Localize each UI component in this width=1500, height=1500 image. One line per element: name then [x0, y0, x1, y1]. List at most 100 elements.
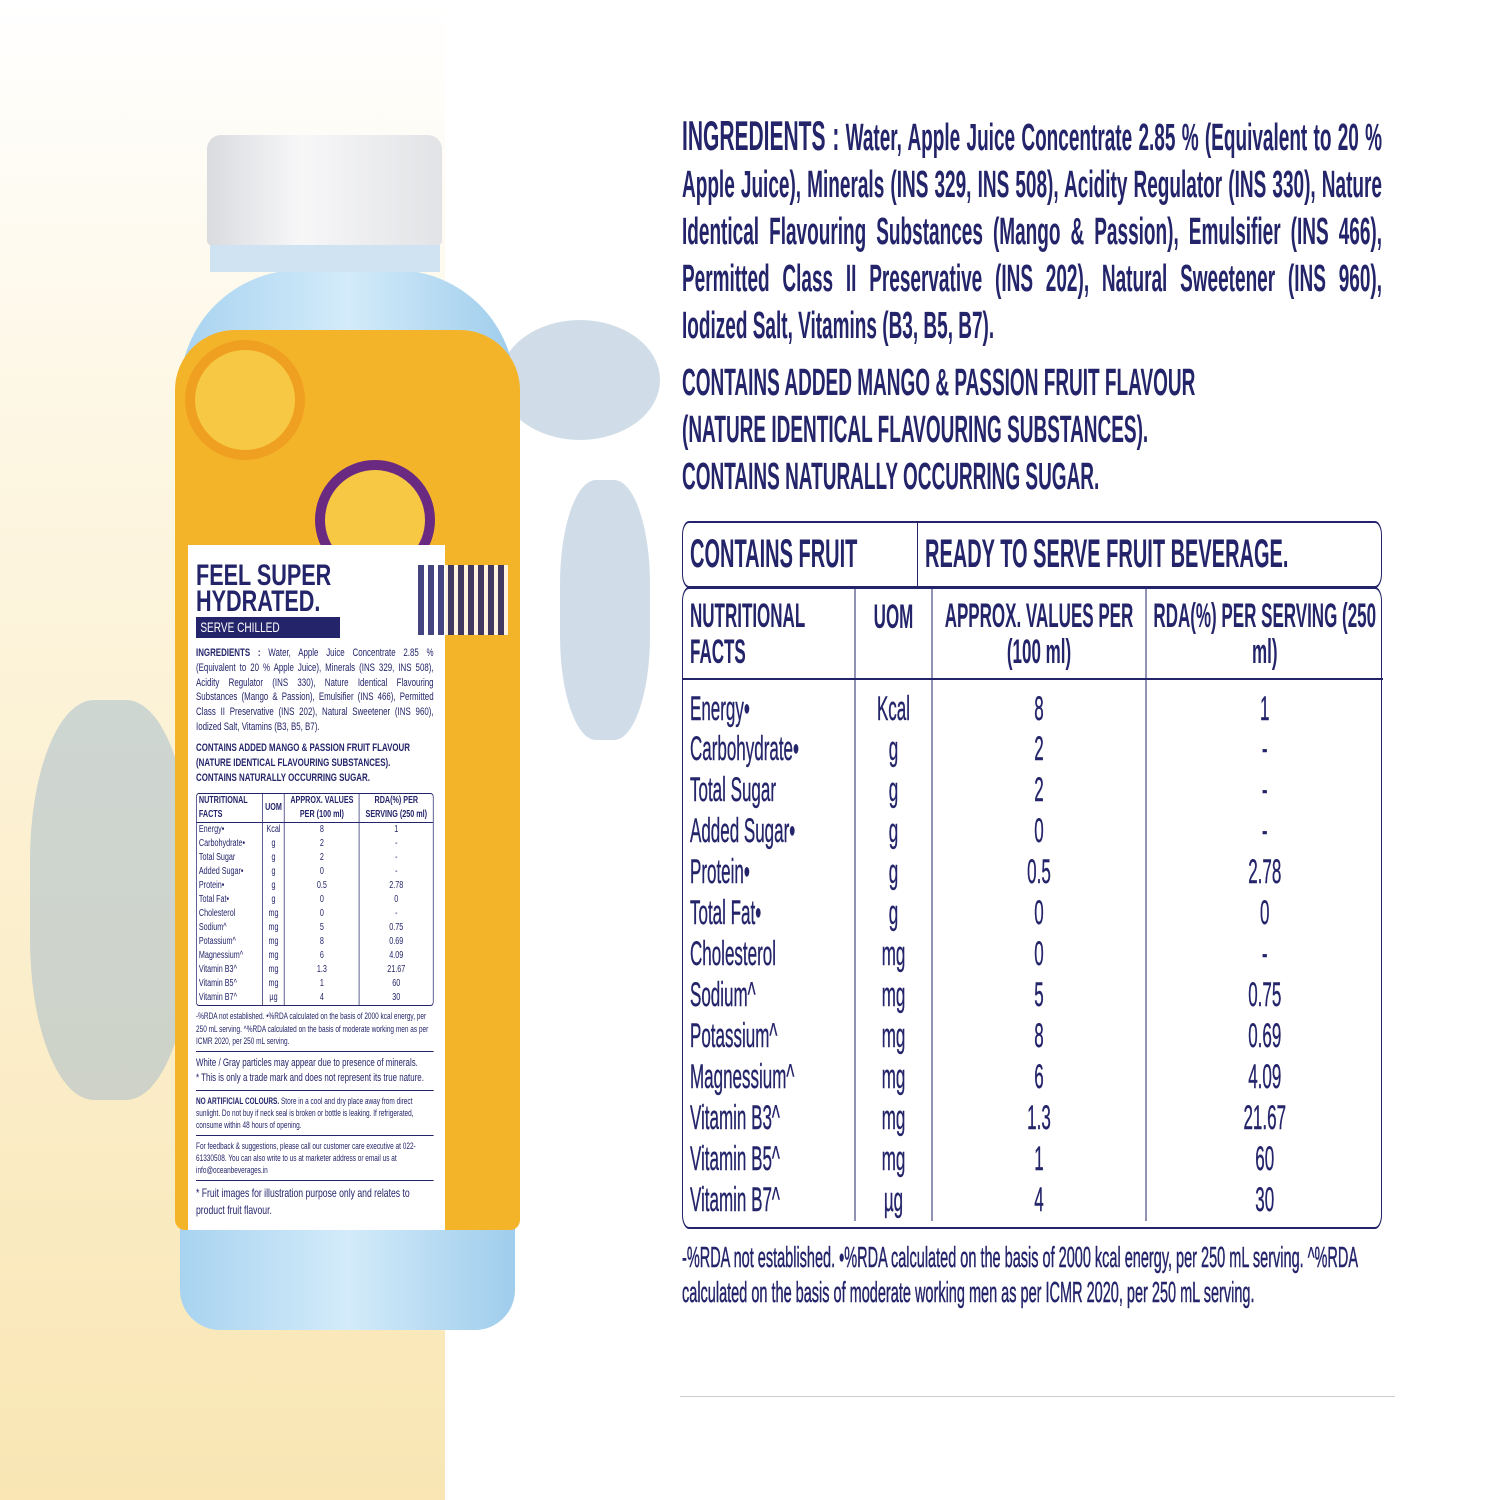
per-100ml-value: 8	[931, 1016, 1146, 1057]
nutrient-name: Total Sugar	[690, 771, 776, 809]
uom-cell: mg	[854, 1016, 932, 1057]
nutrient-name: Added Sugar•	[690, 812, 796, 850]
per-100ml-value: 8	[284, 935, 360, 950]
ingredients-heading: INGREDIENTS :	[682, 112, 840, 159]
storage-bold: NO ARTIFICIAL COLOURS.	[196, 1095, 280, 1106]
uom-cell: mg	[262, 907, 285, 922]
rda-value: 0.69	[358, 935, 433, 950]
per-100ml-value: 2	[931, 770, 1146, 811]
rda-value: 4.09	[1145, 1057, 1383, 1098]
nutrient-name: Total Fat•	[690, 894, 762, 932]
bottle-cap	[207, 135, 442, 245]
nutrient-name: Sodium^	[690, 976, 756, 1014]
per-100ml-value: 5	[931, 975, 1146, 1016]
label-contains-3: CONTAINS NATURALLY OCCURRING SUGAR.	[196, 771, 370, 784]
uom-cell: g	[854, 729, 932, 770]
table-row: Protein• g 0.5 2.78	[683, 852, 1383, 893]
back-label: FEEL SUPER HYDRATED. SERVE CHILLED INGRE…	[188, 545, 508, 1230]
rda-value: -	[1145, 770, 1383, 811]
uom-cell: Kcal	[854, 679, 932, 729]
per-100ml-value: 2	[284, 837, 360, 852]
per-100ml-value: 0	[931, 811, 1146, 852]
label-note: White / Gray particles may appear due to…	[196, 1056, 418, 1069]
rda-value: 1	[358, 822, 433, 838]
label-feedback: For feedback & suggestions, please call …	[196, 1141, 416, 1176]
nutrition-table: CONTAINS FRUIT READY TO SERVE FRUIT BEVE…	[682, 521, 1383, 1311]
nutrient-name: Magnessium^	[198, 950, 244, 962]
rda-value: 21.67	[1145, 1098, 1383, 1139]
rda-value: -	[358, 851, 433, 866]
table-row: Potassium^ mg 8 0.69	[197, 935, 433, 950]
uom-cell: g	[854, 852, 932, 893]
table-row: Total Fat• g 0 0	[197, 893, 433, 908]
nutrient-name: Cholesterol	[690, 935, 776, 973]
uom-cell: mg	[262, 977, 285, 992]
nutrient-name: Vitamin B3^	[690, 1099, 780, 1137]
uom-cell: Kcal	[262, 822, 285, 838]
label-contains-2: (NATURE IDENTICAL FLAVOURING SUBSTANCES)…	[196, 756, 391, 769]
label-ingredients: INGREDIENTS : Water, Apple Juice Concent…	[196, 646, 434, 735]
rda-value: 1	[1145, 679, 1383, 729]
uom-cell: mg	[854, 1098, 932, 1139]
qr-code-icon[interactable]	[418, 565, 508, 635]
table-row: Vitamin B3^ mg 1.3 21.67	[683, 1098, 1383, 1139]
per-100ml-value: 0	[931, 934, 1146, 975]
uom-cell: g	[854, 893, 932, 934]
nutrient-name: Energy•	[690, 690, 750, 728]
header-uom: UOM	[854, 589, 932, 680]
rda-value: -	[1145, 934, 1383, 975]
bottle-neck	[210, 242, 440, 272]
rda-footnote: -%RDA not established. •%RDA calculated …	[682, 1242, 1358, 1310]
table-row: Magnessium^ mg 6 4.09	[683, 1057, 1383, 1098]
rda-value: 60	[1145, 1139, 1383, 1180]
uom-cell: g	[262, 879, 285, 894]
nutrient-name: Vitamin B7^	[198, 992, 237, 1004]
table-row: Cholesterol mg 0-	[197, 907, 433, 922]
uom-cell: g	[262, 865, 285, 880]
nutrient-name: Potassium^	[198, 936, 236, 948]
table-row: Sodium^ mg 5 0.75	[683, 975, 1383, 1016]
rda-value: 0.75	[1145, 975, 1383, 1016]
per-100ml-value: 0	[284, 893, 360, 908]
uom-cell: mg	[854, 934, 932, 975]
nutrient-name: Protein•	[690, 853, 750, 891]
per-100ml-value: 4	[284, 991, 360, 1006]
table-row: Carbohydrate• g 2-	[197, 837, 433, 852]
uom-cell: mg	[262, 963, 285, 978]
per-100ml-value: 8	[284, 822, 360, 838]
uom-cell: mg	[854, 1057, 932, 1098]
nutrition-panel: INGREDIENTS : Water, Apple Juice Concent…	[682, 112, 1383, 1311]
nutrient-name: Magnessium^	[690, 1058, 795, 1096]
nutrient-name: Total Fat•	[198, 894, 230, 906]
product-bottle: FEEL SUPER HYDRATED. SERVE CHILLED INGRE…	[150, 130, 530, 1330]
table-row: Vitamin B5^ mg 1 60	[683, 1139, 1383, 1180]
nutrient-name: Sodium^	[198, 922, 227, 934]
label-ingredients-heading: INGREDIENTS :	[196, 646, 261, 659]
label-footnote: -%RDA not established. •%RDA calculated …	[196, 1011, 429, 1046]
per-100ml-value: 0	[284, 865, 360, 880]
per-100ml-value: 4	[931, 1180, 1146, 1221]
rda-value: 4.09	[358, 949, 433, 964]
nutrient-name: Vitamin B5^	[198, 978, 237, 990]
serve-chilled-tag: SERVE CHILLED	[196, 617, 340, 638]
label-fruit-note: * Fruit images for illustration purpose …	[196, 1186, 410, 1217]
rda-value: 2.78	[1145, 852, 1383, 893]
table-row: Total Sugar g 2-	[683, 770, 1383, 811]
table-row: Total Sugar g 2-	[197, 851, 433, 866]
uom-cell: µg	[262, 991, 285, 1006]
nutrient-name: Vitamin B3^	[198, 964, 237, 976]
per-100ml-value: 5	[284, 921, 360, 936]
rda-value: -	[1145, 729, 1383, 770]
per-100ml-value: 0.5	[931, 852, 1146, 893]
table-row: Protein• g 0.5 2.78	[197, 879, 433, 894]
banner-contains-fruit: CONTAINS FRUIT	[683, 523, 918, 586]
nutrient-name: Protein•	[198, 880, 225, 892]
rda-value: 2.78	[358, 879, 433, 894]
contains-line: (NATURE IDENTICAL FLAVOURING SUBSTANCES)…	[682, 409, 1149, 451]
table-banner: CONTAINS FRUIT READY TO SERVE FRUIT BEVE…	[682, 521, 1382, 588]
table-row: Cholesterol mg 0-	[683, 934, 1383, 975]
per-100ml-value: 2	[284, 851, 360, 866]
table-row: Total Fat• g 0 0	[683, 893, 1383, 934]
rda-value: 60	[358, 977, 433, 992]
uom-cell: mg	[262, 921, 285, 936]
